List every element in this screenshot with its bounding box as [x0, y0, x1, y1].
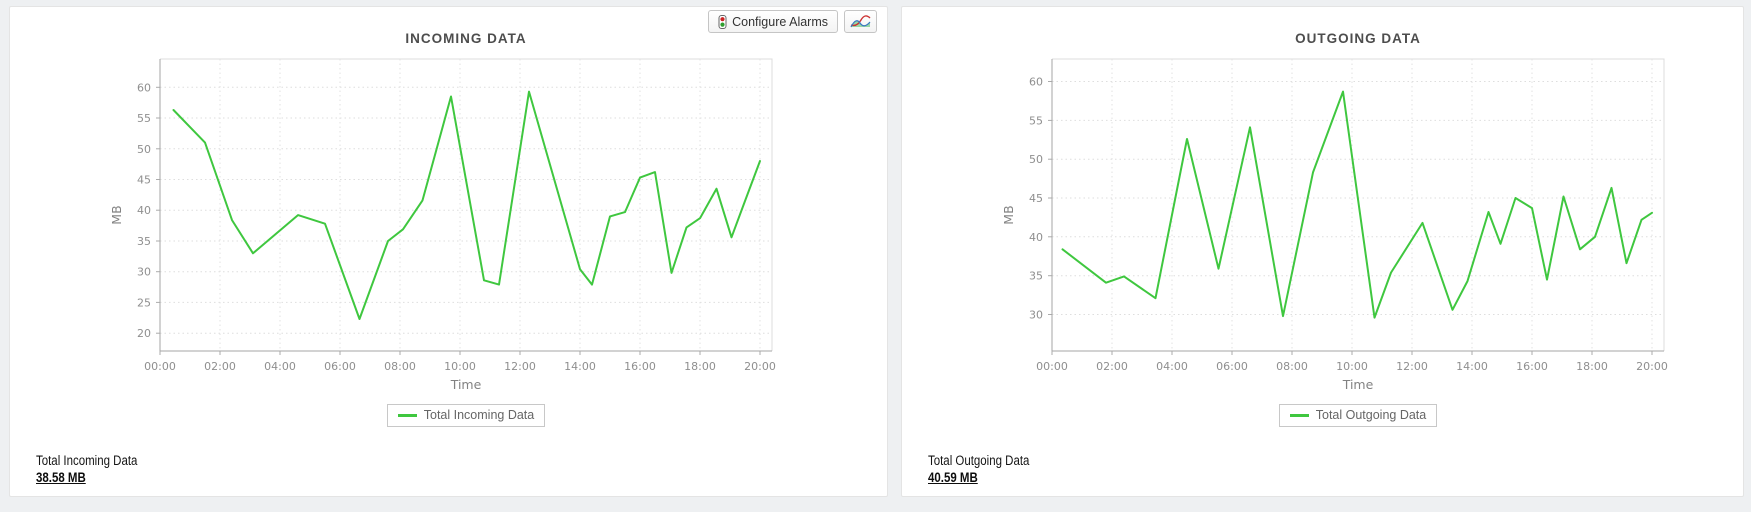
- configure-alarms-button[interactable]: Configure Alarms: [708, 10, 838, 33]
- svg-text:00:00: 00:00: [1036, 360, 1068, 373]
- svg-text:55: 55: [137, 112, 151, 125]
- svg-text:40: 40: [137, 204, 151, 217]
- svg-text:10:00: 10:00: [1336, 360, 1368, 373]
- svg-text:30: 30: [1029, 309, 1043, 322]
- svg-text:50: 50: [1029, 153, 1043, 166]
- outgoing-line-chart[interactable]: 30 35 40 45 50 55 60 00:00 02:00 04:00 06:00 08:00 1…: [902, 51, 1702, 398]
- incoming-line-chart[interactable]: 20 25 30 35 40 45 50 55 60 00:00 02:00 04:00 06:00 08…: [10, 51, 810, 398]
- svg-text:35: 35: [1029, 270, 1043, 283]
- svg-text:16:00: 16:00: [1516, 360, 1548, 373]
- chart-title-outgoing: OUTGOING DATA: [1295, 31, 1421, 46]
- svg-text:16:00: 16:00: [624, 360, 656, 373]
- svg-text:04:00: 04:00: [1156, 360, 1188, 373]
- svg-text:08:00: 08:00: [1276, 360, 1308, 373]
- multi-series-line-chart-icon: [850, 14, 871, 29]
- legend-total-outgoing-data[interactable]: Total Outgoing Data: [1278, 404, 1438, 427]
- chart-type-button[interactable]: [844, 10, 877, 33]
- legend-label: Total Outgoing Data: [1315, 408, 1427, 422]
- svg-text:40: 40: [1029, 231, 1043, 244]
- svg-text:MB: MB: [109, 205, 124, 224]
- summary-value-link[interactable]: 40.59 MB: [928, 470, 978, 485]
- svg-text:20:00: 20:00: [744, 360, 776, 373]
- svg-text:20:00: 20:00: [1636, 360, 1668, 373]
- incoming-data-panel: Configure Alarms INCOMING DATA 20 25 30 35 4…: [9, 6, 888, 497]
- summary-label: Total Incoming Data: [36, 453, 138, 468]
- svg-text:MB: MB: [1001, 205, 1016, 224]
- svg-text:60: 60: [137, 81, 151, 94]
- svg-text:14:00: 14:00: [564, 360, 596, 373]
- svg-text:60: 60: [1029, 76, 1043, 89]
- legend-total-incoming-data[interactable]: Total Incoming Data: [386, 404, 546, 427]
- svg-text:45: 45: [137, 174, 151, 187]
- svg-text:04:00: 04:00: [264, 360, 296, 373]
- svg-text:14:00: 14:00: [1456, 360, 1488, 373]
- svg-text:08:00: 08:00: [384, 360, 416, 373]
- svg-text:45: 45: [1029, 192, 1043, 205]
- chart-title-incoming: INCOMING DATA: [405, 31, 527, 46]
- svg-text:06:00: 06:00: [324, 360, 356, 373]
- summary-value-link[interactable]: 38.58 MB: [36, 470, 86, 485]
- svg-text:35: 35: [137, 235, 151, 248]
- svg-text:Time: Time: [450, 377, 482, 392]
- svg-text:20: 20: [137, 327, 151, 340]
- svg-text:Time: Time: [1342, 377, 1374, 392]
- svg-text:18:00: 18:00: [1576, 360, 1608, 373]
- legend-line-swatch: [1289, 413, 1309, 417]
- outgoing-data-panel: OUTGOING DATA 30 35 40 45 50 55 60 00:00 02:00 04…: [901, 6, 1744, 497]
- incoming-summary: Total Incoming Data 38.58 MB: [36, 452, 155, 486]
- svg-text:50: 50: [137, 143, 151, 156]
- svg-text:02:00: 02:00: [1096, 360, 1128, 373]
- svg-text:12:00: 12:00: [504, 360, 536, 373]
- summary-label: Total Outgoing Data: [928, 453, 1030, 468]
- legend-row: Total Incoming Data: [10, 404, 922, 427]
- svg-text:06:00: 06:00: [1216, 360, 1248, 373]
- panel-toolbar: Configure Alarms: [708, 10, 877, 33]
- svg-text:55: 55: [1029, 114, 1043, 127]
- svg-text:10:00: 10:00: [444, 360, 476, 373]
- svg-text:00:00: 00:00: [144, 360, 176, 373]
- svg-text:30: 30: [137, 266, 151, 279]
- traffic-light-icon: [718, 14, 727, 29]
- svg-text:02:00: 02:00: [204, 360, 236, 373]
- outgoing-summary: Total Outgoing Data 40.59 MB: [928, 452, 1047, 486]
- svg-text:25: 25: [137, 296, 151, 309]
- svg-text:12:00: 12:00: [1396, 360, 1428, 373]
- legend-row: Total Outgoing Data: [902, 404, 1751, 427]
- legend-line-swatch: [397, 413, 417, 417]
- configure-alarms-label: Configure Alarms: [732, 14, 828, 29]
- svg-text:18:00: 18:00: [684, 360, 716, 373]
- legend-label: Total Incoming Data: [423, 408, 535, 422]
